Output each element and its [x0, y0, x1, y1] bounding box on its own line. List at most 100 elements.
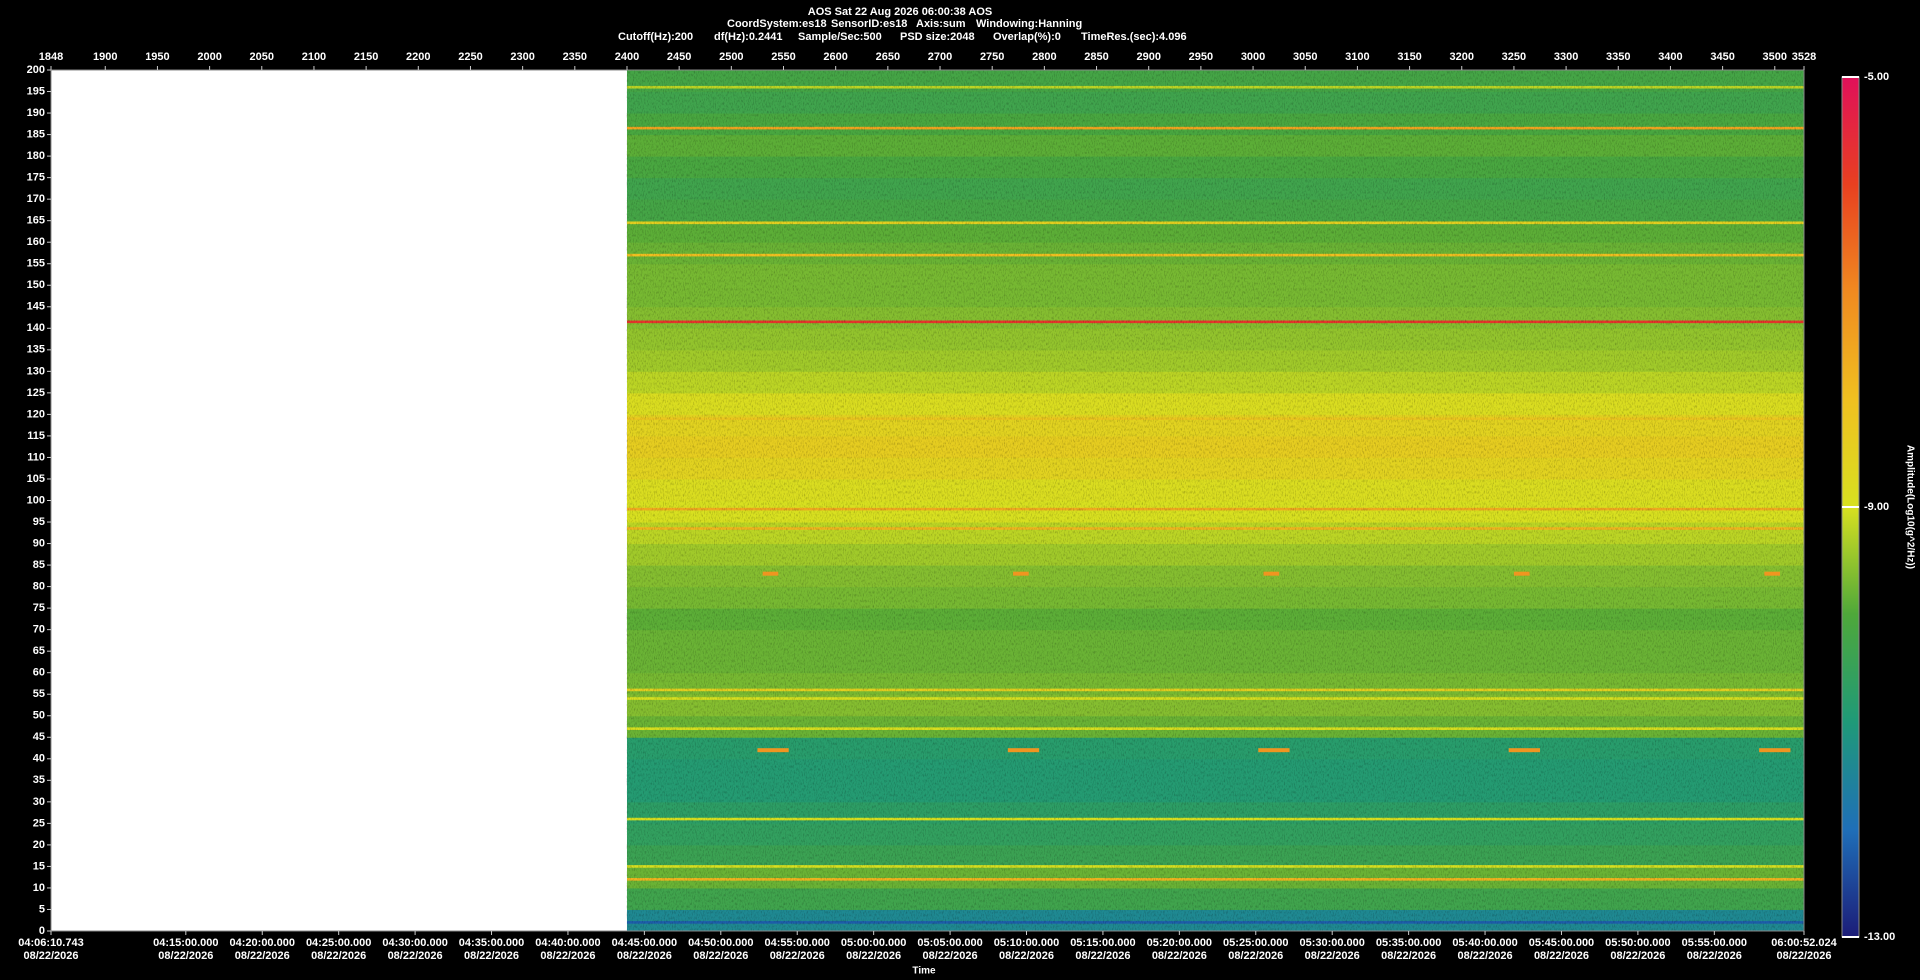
x2-tick-label: 3450	[1710, 51, 1734, 63]
x2-tick-label: 2150	[354, 51, 378, 63]
x-tick-label: 04:15:00.000	[153, 937, 218, 949]
y-tick-label: 155	[27, 258, 45, 270]
x-tick-date: 08/22/2026	[693, 950, 748, 962]
y-tick-label: 10	[33, 882, 45, 894]
x-tick-label: 04:45:00.000	[612, 937, 677, 949]
x2-tick-label: 2300	[510, 51, 534, 63]
y-tick-label: 65	[33, 645, 45, 657]
x2-tick-label: 2850	[1084, 51, 1108, 63]
y-tick-label: 95	[33, 516, 45, 528]
y-tick-label: 20	[33, 839, 45, 851]
x-tick-date: 08/22/2026	[770, 950, 825, 962]
x2-tick-label: 2900	[1136, 51, 1160, 63]
info-text: SensorID:es18	[831, 18, 907, 30]
x2-tick-label: 3100	[1345, 51, 1369, 63]
y-tick-label: 115	[27, 430, 45, 442]
y-tick-label: 5	[39, 903, 45, 915]
y-tick-label: 0	[39, 925, 45, 937]
burst	[762, 571, 779, 576]
x-tick-label: 05:15:00.000	[1070, 937, 1135, 949]
y-tick-label: 175	[27, 172, 45, 184]
x-tick-date: 08/22/2026	[1776, 950, 1831, 962]
x2-tick-label: 2450	[667, 51, 691, 63]
burst	[1007, 748, 1040, 753]
x-tick-label: 05:05:00.000	[917, 937, 982, 949]
colorbar-label: Amplitude(Log10(g^2/Hz))	[1904, 445, 1915, 569]
y-tick-label: 30	[33, 796, 45, 808]
x-tick-label: 04:35:00.000	[459, 937, 524, 949]
x2-tick-label: 1950	[145, 51, 169, 63]
x-tick-label: 05:20:00.000	[1147, 937, 1212, 949]
x2-tick-label: 3300	[1554, 51, 1578, 63]
x2-tick-label: 3250	[1502, 51, 1526, 63]
x-tick-label: 04:25:00.000	[306, 937, 371, 949]
x2-tick-label: 2100	[302, 51, 326, 63]
colorbar-tick-label: -5.00	[1864, 71, 1889, 83]
x-tick-label: 04:30:00.000	[382, 937, 447, 949]
burst	[757, 748, 789, 753]
x2-tick-label: 2700	[928, 51, 952, 63]
y-tick-label: 75	[33, 602, 45, 614]
x2-tick-label: 2600	[823, 51, 847, 63]
x-tick-date: 08/22/2026	[1075, 950, 1130, 962]
y-tick-label: 70	[33, 624, 45, 636]
y-tick-label: 170	[27, 193, 45, 205]
y-tick-label: 90	[33, 537, 45, 549]
x-tick-label: 05:00:00.000	[841, 937, 906, 949]
x-tick-label: 05:10:00.000	[994, 937, 1059, 949]
x2-tick-label: 2200	[406, 51, 430, 63]
x-tick-date: 08/22/2026	[1687, 950, 1742, 962]
x-tick-date: 08/22/2026	[1228, 950, 1283, 962]
colorbar-tick-label: -9.00	[1864, 501, 1889, 513]
x2-tick-label: 3528	[1792, 51, 1816, 63]
y-tick-label: 35	[33, 774, 45, 786]
x-tick-label: 05:45:00.000	[1529, 937, 1594, 949]
y-tick-label: 55	[33, 688, 45, 700]
burst	[1759, 748, 1791, 753]
burst	[1258, 748, 1290, 753]
x2-tick-label: 2400	[615, 51, 639, 63]
x2-tick-label: 1900	[93, 51, 117, 63]
spectrogram	[626, 70, 1804, 932]
info-text: PSD size:2048	[900, 31, 975, 43]
x-tick-label: 06:00:52.024	[1771, 937, 1837, 949]
x-tick-label: 05:40:00.000	[1452, 937, 1517, 949]
info-text: Windowing:Hanning	[976, 18, 1082, 30]
y-tick-label: 160	[27, 236, 45, 248]
x-tick-label: 04:40:00.000	[535, 937, 600, 949]
x-tick-date: 08/22/2026	[388, 950, 443, 962]
x-tick-date: 08/22/2026	[1534, 950, 1589, 962]
x-tick-date: 08/22/2026	[1152, 950, 1207, 962]
y-tick-label: 195	[27, 85, 45, 97]
x-tick-date: 08/22/2026	[464, 950, 519, 962]
x-tick-label: 04:06:10.743	[18, 937, 83, 949]
y-tick-label: 130	[27, 365, 45, 377]
noise-texture	[626, 70, 1804, 931]
x2-tick-label: 2500	[719, 51, 743, 63]
info-text: CoordSystem:es18	[727, 18, 827, 30]
x2-tick-label: 3050	[1293, 51, 1317, 63]
x-tick-label: 05:35:00.000	[1376, 937, 1441, 949]
x2-tick-label: 2050	[250, 51, 274, 63]
x2-tick-label: 2750	[980, 51, 1004, 63]
x2-tick-label: 3500	[1763, 51, 1787, 63]
x-tick-label: 05:30:00.000	[1299, 937, 1364, 949]
x-tick-date: 08/22/2026	[540, 950, 595, 962]
x2-tick-label: 3000	[1241, 51, 1265, 63]
x2-tick-label: 3400	[1658, 51, 1682, 63]
x2-tick-label: 2950	[1189, 51, 1213, 63]
y-tick-label: 150	[27, 279, 45, 291]
x-tick-date: 08/22/2026	[23, 950, 78, 962]
y-tick-label: 50	[33, 710, 45, 722]
x-tick-date: 08/22/2026	[923, 950, 978, 962]
burst	[1513, 571, 1530, 576]
y-tick-label: 85	[33, 559, 45, 571]
x2-tick-label: 2550	[771, 51, 795, 63]
y-tick-label: 45	[33, 731, 45, 743]
x-tick-label: 04:55:00.000	[764, 937, 829, 949]
x2-tick-label: 2250	[458, 51, 482, 63]
y-tick-label: 100	[27, 494, 45, 506]
x2-tick-label: 2350	[563, 51, 587, 63]
y-tick-label: 15	[33, 860, 45, 872]
y-tick-label: 190	[27, 107, 45, 119]
